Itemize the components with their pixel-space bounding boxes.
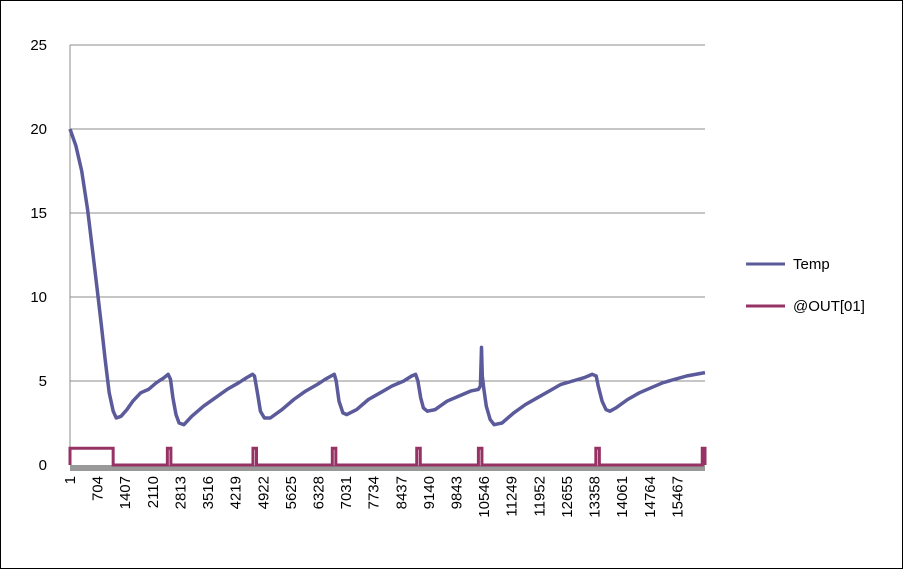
x-tick-label: 9843 xyxy=(449,476,466,509)
x-axis-baseline xyxy=(70,465,705,471)
x-tick-label: 2110 xyxy=(145,476,162,508)
y-tick-label: 0 xyxy=(39,457,47,474)
x-tick-label: 7734 xyxy=(366,476,383,509)
y-tick-label: 10 xyxy=(30,289,47,306)
y-tick-label: 25 xyxy=(30,37,47,54)
x-tick-label: 5625 xyxy=(283,476,300,509)
y-tick-label: 5 xyxy=(39,373,47,390)
legend: Temp @OUT[01] xyxy=(746,256,865,315)
x-tick-label: 14061 xyxy=(614,476,631,518)
plot-series xyxy=(68,128,707,467)
x-tick-label: 11952 xyxy=(531,476,548,517)
x-tick-label: 15467 xyxy=(669,476,686,518)
y-tick-label: 15 xyxy=(30,205,47,222)
x-tick-label: 704 xyxy=(90,476,107,501)
x-tick-label: 9140 xyxy=(421,476,438,509)
x-tick-label: 12655 xyxy=(559,476,576,518)
x-tick-label: 6328 xyxy=(310,476,327,509)
x-tick-label: 4219 xyxy=(228,476,245,509)
x-axis-tick-labels: 1 704 1407 2110 2813 3516 4219 4922 5625 6328 7031… xyxy=(62,476,686,518)
x-tick-label: 3516 xyxy=(200,476,217,509)
x-tick-label: 7031 xyxy=(338,476,355,509)
x-tick-label: 13358 xyxy=(587,476,604,518)
x-tick-label: 2813 xyxy=(172,476,189,509)
x-tick-label: 1 xyxy=(62,476,79,484)
x-tick-label: 11249 xyxy=(504,476,521,517)
x-tick-label: 4922 xyxy=(255,476,272,509)
legend-label-temp: Temp xyxy=(793,256,830,273)
gridlines xyxy=(69,44,705,471)
x-tick-label: 14764 xyxy=(642,476,659,518)
y-axis-tick-labels: 0 5 10 15 20 25 xyxy=(30,37,47,474)
legend-label-out01: @OUT[01] xyxy=(793,298,865,315)
x-tick-label: 1407 xyxy=(117,476,134,509)
y-tick-label: 20 xyxy=(30,121,47,138)
series-temp-line xyxy=(68,128,706,427)
x-tick-label: 8437 xyxy=(393,476,410,509)
x-tick-label: 10546 xyxy=(476,476,493,518)
series-out01-line xyxy=(68,446,707,467)
